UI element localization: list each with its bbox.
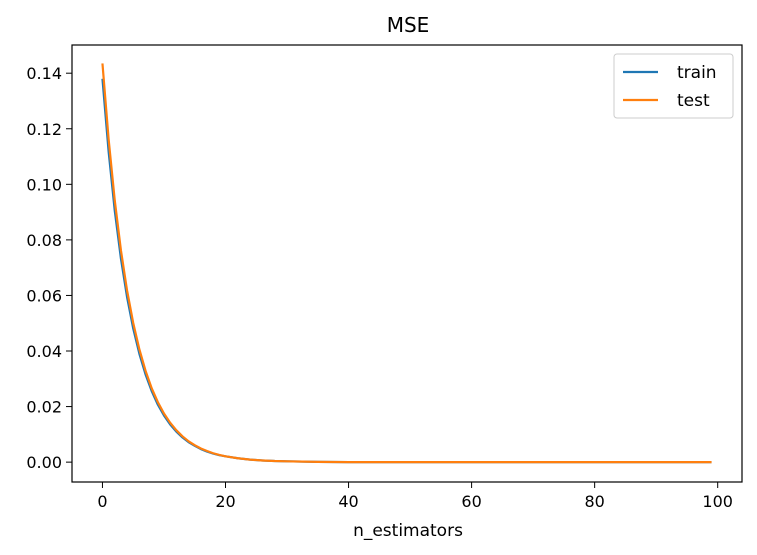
x-tick-label: 80 (584, 492, 604, 511)
x-tick-label: 100 (702, 492, 733, 511)
y-tick-label: 0.10 (26, 175, 62, 194)
x-axis-ticks: 0 20 40 60 80 100 (97, 482, 733, 511)
x-axis-label: n_estimators (353, 521, 463, 541)
chart-title: MSE (387, 13, 430, 37)
series-line-test (101, 63, 712, 464)
legend-box (613, 53, 734, 119)
x-tick-label: 20 (215, 492, 235, 511)
plot-frame (71, 44, 743, 483)
x-tick-label: 0 (97, 492, 107, 511)
y-tick-label: 0.06 (26, 286, 62, 305)
plot-lines (101, 63, 712, 464)
y-tick-label: 0.02 (26, 398, 62, 417)
legend-label-train: train (677, 63, 717, 83)
y-tick-label: 0.14 (26, 64, 62, 83)
series-line-train (101, 78, 712, 464)
y-axis-ticks: 0.00 0.02 0.04 0.06 0.08 0.10 0.12 0.14 (26, 64, 72, 472)
legend-label-test: test (677, 91, 710, 111)
y-tick-label: 0.12 (26, 120, 62, 139)
y-tick-label: 0.08 (26, 231, 62, 250)
x-tick-label: 60 (461, 492, 481, 511)
y-tick-label: 0.04 (26, 342, 62, 361)
legend: train test (613, 53, 734, 119)
y-tick-label: 0.00 (26, 453, 62, 472)
x-tick-label: 40 (338, 492, 358, 511)
